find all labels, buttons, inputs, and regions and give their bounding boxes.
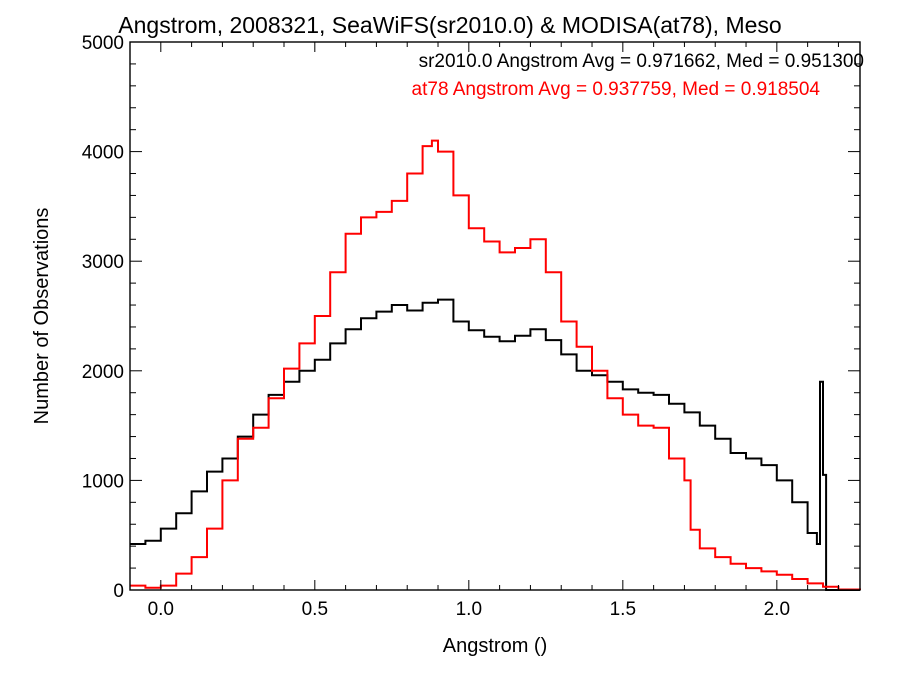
legend-entry-red: at78 Angstrom Avg = 0.937759, Med = 0.91… (412, 79, 821, 100)
series-line-1 (130, 139, 861, 591)
x-tick-label: 0.5 (302, 599, 328, 620)
series-layer (130, 139, 861, 591)
plot-frame (129, 41, 861, 591)
chart-title: Angstrom, 2008321, SeaWiFS(sr2010.0) & M… (118, 12, 781, 38)
x-tick-label: 0.0 (148, 599, 174, 620)
y-axis-label: Number of Observations (31, 208, 53, 425)
x-tick-label: 1.5 (610, 599, 636, 620)
legend-entry-black: sr2010.0 Angstrom Avg = 0.971662, Med = … (419, 51, 864, 72)
x-tick-label: 1.0 (456, 599, 482, 620)
ticks-layer: 0.0 0.5 1.0 1.5 2.0 0 1000 2000 3000 4000 5000 (82, 33, 860, 620)
y-tick-label: 0 (113, 581, 124, 602)
x-axis-label: Angstrom () (443, 635, 547, 657)
y-tick-label: 3000 (82, 252, 124, 273)
y-tick-label: 5000 (82, 33, 124, 54)
y-tick-label: 1000 (82, 471, 124, 492)
y-tick-label: 4000 (82, 143, 124, 164)
y-tick-label: 2000 (82, 362, 124, 383)
x-tick-label: 2.0 (764, 599, 790, 620)
series-line-0 (130, 298, 860, 591)
